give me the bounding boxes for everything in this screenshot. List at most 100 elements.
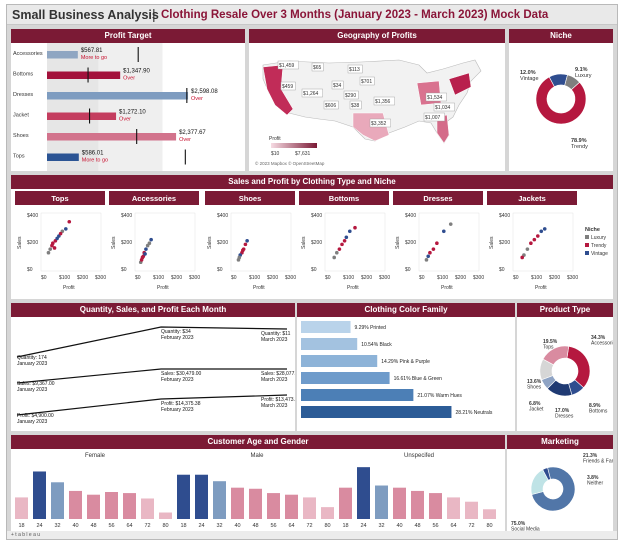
scatter-x-label: Profit xyxy=(535,285,547,291)
map-label-box xyxy=(359,76,375,86)
us-profit-map[interactable]: $1,459 $459 $1,264 $65 $34 $113 $290 $701 $606 $3… xyxy=(249,43,505,171)
target-status-label: Over xyxy=(179,137,191,143)
color-bar xyxy=(301,372,390,384)
target-value-label: $2,377.67 xyxy=(179,130,206,136)
age-bar xyxy=(447,497,460,519)
map-label-box xyxy=(301,88,323,98)
scatter-point xyxy=(243,242,248,247)
scatter-x-tick: $300 xyxy=(189,275,200,281)
scatter-y-tick: $200 xyxy=(27,240,38,246)
color-family-bars: 9.29% Printed 10.54% Black 14.29% Pink & P… xyxy=(301,321,493,418)
scatter-x-label: Profit xyxy=(347,285,359,291)
age-tick-label: 80 xyxy=(324,523,330,529)
scatter-point xyxy=(539,229,544,234)
color-bar-label: 16.61% Blue & Green xyxy=(394,376,443,382)
monthly-value-label: Quantity: $34 xyxy=(161,329,191,335)
scatter-tab-label: Jackets xyxy=(518,194,546,203)
scatter-x-tick: $100 xyxy=(249,275,260,281)
monthly-month-label: February 2023 xyxy=(161,335,194,341)
niche-legend-label: Luxury xyxy=(591,235,607,241)
age-bar xyxy=(33,471,46,519)
scatter-plot-area xyxy=(134,212,196,272)
dashboard-frame: Small Business Analysis | Clothing Resal… xyxy=(6,4,618,540)
scatter-y-tick: $200 xyxy=(311,240,322,246)
age-tick-label: 64 xyxy=(450,523,456,529)
scatter-x-tick: $0 xyxy=(231,275,237,281)
age-tick-label: 32 xyxy=(216,523,222,529)
map-label-box xyxy=(369,118,391,128)
scatter-y-tick: $400 xyxy=(405,213,416,219)
target-band-1 xyxy=(47,43,99,171)
monthly-value-label: Profit: $14,375.38 xyxy=(161,401,201,407)
color-bar-label: 21.07% Warm Hues xyxy=(417,393,462,399)
color-bar-label: 10.54% Black xyxy=(361,342,392,348)
age-tick-label: 24 xyxy=(198,523,204,529)
scatter-x-label: Profit xyxy=(253,285,265,291)
scatter-x-tick: $100 xyxy=(153,275,164,281)
age-gender-title: Customer Age and Gender xyxy=(11,435,505,449)
scatter-plots: Tops $400 $200 $0 $0 $100 $200 $300 Profit Sales A… xyxy=(15,191,608,291)
scatter-x-tick: $0 xyxy=(513,275,519,281)
scatter-x-tick: $100 xyxy=(437,275,448,281)
marketing-slice-neither xyxy=(542,467,551,481)
niche-panel: Niche 78.9% Trendy 12.0% Vintage 9.1% Luxury xyxy=(509,29,613,171)
map-profit-label: $1,034 xyxy=(435,105,451,111)
target-bar-accessories xyxy=(47,51,78,59)
marketing-panel: Marketing 75.0% Social Media 21.3% Friends … xyxy=(507,435,613,533)
target-category-label: Accessories xyxy=(13,51,43,57)
dashboard-title: Small Business Analysis xyxy=(12,8,159,22)
scatter-y-tick: $0 xyxy=(121,267,127,273)
map-profit-label: $1,459 xyxy=(279,63,295,69)
age-bar xyxy=(15,497,28,519)
map-label-box xyxy=(311,62,324,72)
monthly-line xyxy=(16,394,288,416)
target-value-label: $586.01 xyxy=(82,151,104,157)
target-category-label: Tops xyxy=(13,154,25,160)
scatter-y-tick: $0 xyxy=(405,267,411,273)
age-bar xyxy=(411,490,424,519)
map-legend-title: Profit xyxy=(269,136,281,142)
age-bar xyxy=(141,498,154,519)
scatter-y-tick: $0 xyxy=(27,267,33,273)
map-label-box xyxy=(277,60,299,70)
age-tick-label: 80 xyxy=(162,523,168,529)
ptype-name-label: Accessories xyxy=(591,341,613,347)
profit-target-panel: Profit Target Accessories $567.81 More to … xyxy=(11,29,245,171)
scatter-point xyxy=(424,258,429,262)
age-bar xyxy=(267,493,280,519)
scatter-point xyxy=(52,246,57,250)
target-status-label: More to go xyxy=(82,158,108,164)
map-profit-label: $606 xyxy=(325,103,336,109)
age-bar xyxy=(429,493,442,519)
monthly-month-label: February 2023 xyxy=(161,377,194,383)
map-label-box xyxy=(433,102,455,112)
age-group-label: Unspecifed xyxy=(404,453,434,459)
niche-name-label: Luxury xyxy=(575,73,592,79)
age-bar xyxy=(375,485,388,519)
target-value-label: $567.81 xyxy=(81,48,103,54)
scatter-point xyxy=(48,247,52,251)
scatter-x-tick: $100 xyxy=(59,275,70,281)
ptype-pct-label: 8.9% xyxy=(589,403,601,409)
target-bar-bottoms xyxy=(47,71,121,79)
target-bar-tops xyxy=(47,153,79,161)
age-tick-label: 40 xyxy=(72,523,78,529)
scatter-plot-area xyxy=(418,212,480,272)
scatter-point xyxy=(332,255,337,260)
ptype-name-label: Jacket xyxy=(529,407,544,413)
age-tick-label: 56 xyxy=(270,523,276,529)
scatter-y-tick: $400 xyxy=(311,213,322,219)
age-bar xyxy=(87,494,100,519)
target-category-label: Jacket xyxy=(13,113,29,119)
target-status-label: More to go xyxy=(81,55,107,61)
scatter-x-tick: $300 xyxy=(285,275,296,281)
age-group-label: Male xyxy=(250,453,264,459)
scatter-point xyxy=(143,252,147,256)
ptype-name-label: Dresses xyxy=(555,414,574,420)
scatter-x-tick: $200 xyxy=(267,275,278,281)
scatter-point xyxy=(428,250,432,255)
scatter-y-label: Sales xyxy=(17,236,23,249)
color-family-panel: Clothing Color Family 9.29% Printed 10.54… xyxy=(297,303,515,431)
marketing-name-label: Friends & Family xyxy=(583,459,613,465)
